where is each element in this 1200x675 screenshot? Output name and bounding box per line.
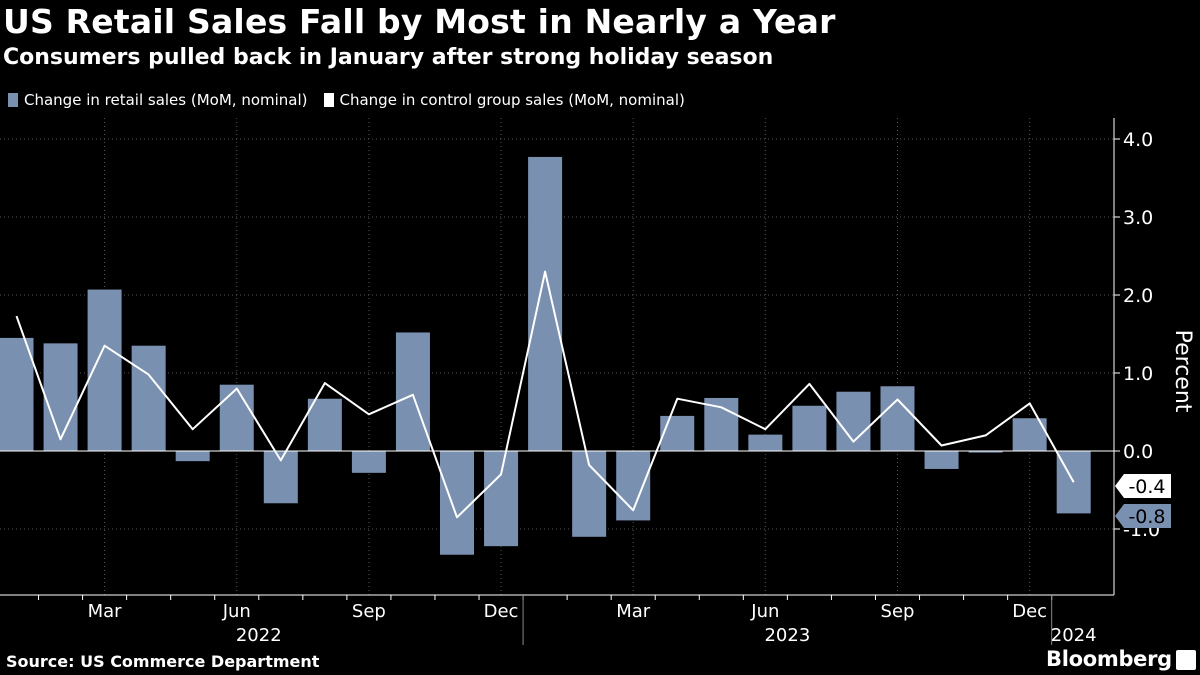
retail-sales-bar	[792, 405, 827, 451]
x-tick-label: Dec	[484, 601, 519, 622]
x-tick-label: Mar	[88, 601, 123, 622]
retail-sales-bar	[968, 451, 1003, 453]
legend-item-retail-sales: Change in retail sales (MoM, nominal)	[8, 91, 308, 109]
bloomberg-terminal-icon	[1176, 650, 1196, 670]
last-value-label: -0.4	[1128, 476, 1165, 498]
x-tick-label: Jun	[222, 601, 251, 622]
retail-sales-bar	[484, 451, 519, 547]
legend-swatch-bar	[8, 93, 18, 107]
chart-subtitle: Consumers pulled back in January after s…	[3, 45, 774, 70]
y-tick-label: 1.0	[1123, 363, 1153, 385]
source-note: Source: US Commerce Department	[6, 652, 320, 671]
retail-sales-bar	[0, 337, 34, 451]
legend-item-control-group: Change in control group sales (MoM, nomi…	[323, 91, 685, 109]
x-tick-label: Sep	[881, 601, 915, 622]
last-value-badge	[1115, 504, 1171, 528]
retail-sales-bar	[528, 156, 563, 451]
chart-title: US Retail Sales Fall by Most in Nearly a…	[3, 2, 836, 41]
brand-logo: Bloomberg	[1046, 647, 1172, 671]
legend-label-retail-sales: Change in retail sales (MoM, nominal)	[24, 91, 308, 109]
retail-sales-bar	[219, 384, 254, 451]
retail-sales-bar	[131, 345, 166, 451]
x-tick-label: Mar	[616, 601, 651, 622]
retail-sales-bar	[43, 343, 78, 451]
retail-sales-bar	[748, 434, 783, 451]
last-value-label: -0.8	[1128, 506, 1165, 528]
x-tick-label: Dec	[1012, 601, 1047, 622]
last-value-badge	[1115, 474, 1171, 498]
retail-sales-bar	[440, 451, 474, 555]
x-tick-label: Sep	[352, 601, 386, 622]
legend: Change in retail sales (MoM, nominal) Ch…	[8, 91, 701, 109]
retail-sales-bar	[660, 415, 695, 451]
year-label: 2023	[764, 625, 810, 646]
retail-sales-bar	[175, 451, 210, 462]
retail-sales-bar	[880, 386, 915, 451]
y-tick-label: 0.0	[1123, 441, 1153, 463]
control-group-line	[15, 270, 1075, 519]
legend-swatch-line	[323, 93, 334, 107]
legend-label-control-group: Change in control group sales (MoM, nomi…	[339, 91, 685, 109]
x-tick-label: Jun	[750, 601, 779, 622]
retail-sales-bar	[307, 398, 342, 451]
retail-sales-bar	[924, 451, 959, 469]
y-axis-label: Percent	[1170, 330, 1195, 413]
y-tick-label: 2.0	[1123, 285, 1153, 307]
y-tick-label: 4.0	[1123, 129, 1153, 151]
year-label: 2022	[236, 625, 282, 646]
y-tick-label: 3.0	[1123, 207, 1153, 229]
year-label: 2024	[1051, 625, 1097, 646]
retail-sales-bar	[351, 451, 386, 473]
retail-sales-bar	[395, 332, 430, 451]
